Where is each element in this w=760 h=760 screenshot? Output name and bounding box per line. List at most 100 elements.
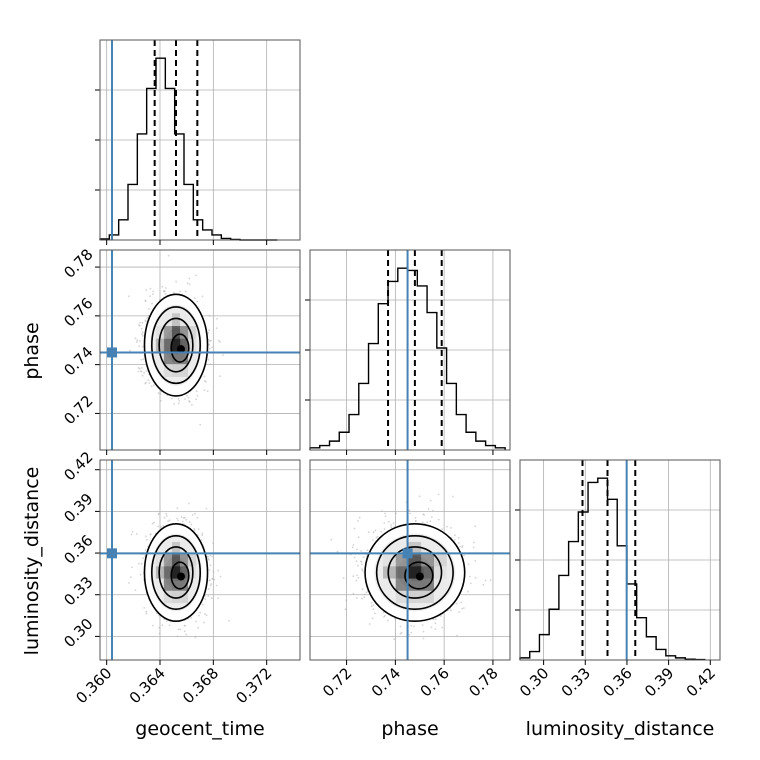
sample-point [138,324,141,326]
panel-frame [99,39,301,241]
contour-line [158,546,194,599]
sample-point [193,297,196,299]
sample-point [207,556,210,558]
sample-point [453,538,456,541]
sample-point [215,327,218,330]
sample-point [482,583,485,586]
contour-line [151,535,202,610]
sample-point [450,609,452,612]
x-tick-label: 0.33 [558,664,594,700]
sample-point [469,575,471,578]
density-bin [163,554,172,567]
sample-point [199,611,202,614]
sample-point [358,516,361,519]
sample-point [188,277,191,280]
sample-point [456,634,458,637]
density-bin [171,338,181,352]
ylabel-luminosity-distance: luminosity_distance [21,467,43,656]
sample-point [203,379,206,382]
sample-point [142,358,145,361]
sample-point [360,563,363,566]
sample-point [365,591,368,594]
sample-point [210,583,213,585]
sample-point [184,398,186,400]
sample-point [363,596,365,599]
density-bin [188,326,197,339]
sample-point [193,527,196,530]
x-tick-label: 0.372 [232,664,275,707]
sample-point [188,400,191,403]
sample-point [421,624,424,626]
truth-marker [107,347,117,358]
density-bin [180,338,189,352]
sample-point [137,367,140,369]
sample-point [370,605,373,608]
sample-point [474,576,477,579]
density-bin [171,326,181,339]
sample-point [157,513,160,516]
sample-point [205,507,208,510]
sample-point [207,332,210,334]
histogram-step-geocent_time [99,57,278,241]
sample-point [382,611,385,614]
sample-point [207,595,210,597]
density-bin [180,541,189,555]
sample-point [157,525,160,528]
sample-point [474,525,477,528]
sample-point [413,625,415,628]
sample-point [135,341,138,343]
sample-point [176,517,179,520]
density-bin [171,578,181,591]
sample-point [361,597,363,600]
sample-point [165,515,168,517]
sample-point [195,390,198,393]
sample-point [201,295,204,298]
sample-point [372,531,375,534]
sample-point [152,247,154,249]
density-bin [163,313,172,327]
sample-point [146,317,149,319]
sample-point [342,577,345,579]
sample-point [144,299,147,302]
sample-point [222,354,224,356]
sample-point [387,619,389,622]
sample-point [208,343,210,346]
sample-point [357,536,360,538]
density-bin [180,578,189,591]
sample-point [163,516,166,519]
truth-marker [402,548,413,559]
sample-point [384,515,387,517]
sample-point [168,519,171,522]
contour-line [158,317,194,373]
sample-point [361,568,363,570]
sample-point [455,602,458,605]
sample-point [201,532,204,535]
sample-point [427,508,430,510]
sample-point [454,534,456,537]
sample-point [384,614,386,617]
sample-point [410,624,412,627]
sample-point [197,626,200,629]
sample-point [414,520,417,522]
sample-point [209,554,212,557]
sample-point [141,331,144,334]
sample-point [421,521,424,524]
y-tick-label: 0.42 [60,448,96,484]
density-bin [171,351,181,365]
density-peak [177,345,185,354]
sample-point [351,546,354,549]
density-bin [395,578,409,591]
x-tick-label: 0.360 [72,664,115,707]
sample-point [158,632,161,635]
sample-point [197,614,200,617]
panel-frame [309,459,511,661]
sample-point [164,292,167,295]
density-bin [383,566,396,579]
sample-point [159,399,162,402]
sample-point [450,527,452,529]
sample-point [205,614,208,617]
panel-frame [99,249,301,451]
sample-point [176,635,179,638]
sample-point [366,549,369,552]
sample-point [188,521,191,524]
